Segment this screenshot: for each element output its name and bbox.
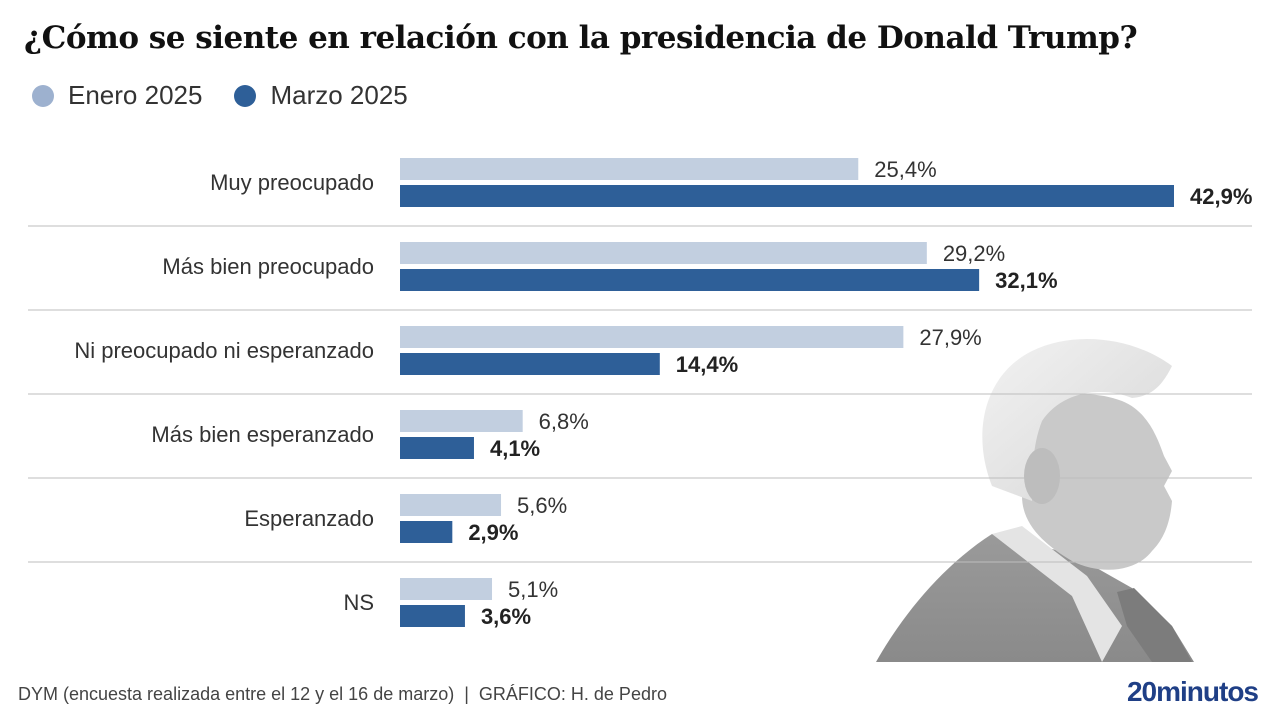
bar-enero <box>400 578 493 600</box>
category-label: Ni preocupado ni esperanzado <box>74 338 374 363</box>
bar-marzo <box>400 605 465 627</box>
bar-marzo <box>400 437 474 459</box>
legend-label-enero: Enero 2025 <box>68 80 203 110</box>
bar-enero <box>400 242 927 264</box>
value-label-enero: 29,2% <box>943 241 1005 266</box>
value-label-enero: 5,1% <box>508 577 558 602</box>
credit-text: GRÁFICO: H. de Pedro <box>478 684 667 704</box>
value-label-enero: 6,8% <box>539 409 589 434</box>
value-label-marzo: 4,1% <box>490 436 540 461</box>
category-label: Más bien esperanzado <box>151 422 374 447</box>
category-label: Más bien preocupado <box>162 254 374 279</box>
bar-enero <box>400 158 859 180</box>
value-label-enero: 25,4% <box>874 157 936 182</box>
bar-enero <box>400 494 502 516</box>
footer: DYM (encuesta realizada entre el 12 y el… <box>18 684 667 705</box>
value-label-enero: 27,9% <box>919 325 981 350</box>
value-label-marzo: 3,6% <box>481 604 531 629</box>
legend-dot-marzo <box>234 84 257 107</box>
value-label-marzo: 32,1% <box>995 268 1057 293</box>
bar-marzo <box>400 185 1174 207</box>
value-label-marzo: 42,9% <box>1190 184 1252 209</box>
portrait-face <box>1022 394 1172 570</box>
bar-marzo <box>400 521 453 543</box>
legend-label-marzo: Marzo 2025 <box>270 80 408 110</box>
category-label: Muy preocupado <box>210 170 374 195</box>
portrait-ear <box>1024 448 1060 504</box>
value-label-marzo: 2,9% <box>468 520 518 545</box>
brand-logo: 20minutos <box>1126 676 1259 707</box>
bar-marzo <box>400 353 660 375</box>
footer-separator: | <box>464 684 469 704</box>
bar-enero <box>400 410 523 432</box>
bar-enero <box>400 326 904 348</box>
bar-marzo <box>400 269 980 291</box>
portrait-tie <box>1117 588 1192 662</box>
portrait-collar <box>992 526 1122 662</box>
legend-dot-enero <box>32 84 54 107</box>
category-label: NS <box>343 590 374 615</box>
category-label: Esperanzado <box>244 506 374 531</box>
chart-title: ¿Cómo se siente en relación con la presi… <box>24 20 1138 56</box>
source-text: DYM (encuesta realizada entre el 12 y el… <box>18 684 455 704</box>
portrait-image <box>876 339 1194 662</box>
legend-item-marzo: Marzo 2025 <box>234 80 408 111</box>
value-label-marzo: 14,4% <box>676 352 738 377</box>
value-label-enero: 5,6% <box>517 493 567 518</box>
legend: Enero 2025 Marzo 2025 <box>32 80 440 111</box>
legend-item-enero: Enero 2025 <box>32 80 202 111</box>
